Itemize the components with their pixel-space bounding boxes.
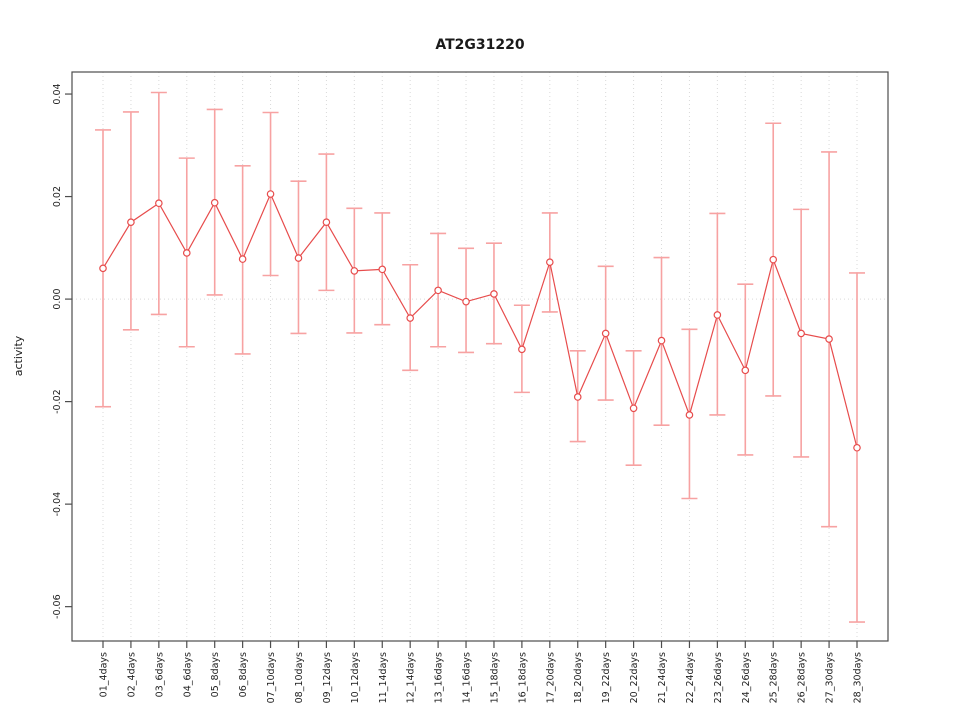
data-point xyxy=(685,411,694,419)
x-tick-label: 15_18days xyxy=(489,652,500,703)
data-point xyxy=(490,290,498,298)
chart-title: AT2G31220 xyxy=(435,37,524,53)
plot-border xyxy=(71,71,889,642)
data-point xyxy=(99,264,107,273)
series-line xyxy=(102,192,858,448)
x-tick-label: 14_16days xyxy=(462,652,473,703)
y-tick-label: -0.04 xyxy=(52,492,63,517)
y-tick-label: -0.06 xyxy=(52,594,63,619)
data-point xyxy=(350,267,359,275)
data-point xyxy=(713,311,722,319)
x-tick-label: 07_10days xyxy=(266,652,277,703)
x-tick-label: 02_4days xyxy=(126,652,137,697)
data-point xyxy=(769,255,778,264)
data-point xyxy=(657,336,666,345)
x-tick-label: 13_16days xyxy=(434,652,445,703)
x-tick-label: 22_24days xyxy=(685,652,696,703)
x-tick-label: 06_8days xyxy=(238,652,249,697)
x-tick-label: 16_18days xyxy=(517,652,528,703)
y-axis-label: activity xyxy=(12,335,25,376)
data-point xyxy=(741,366,750,375)
data-point xyxy=(294,254,303,262)
x-tick-label: 12_14days xyxy=(406,652,417,703)
x-tick-label: 20_22days xyxy=(629,652,640,703)
data-point xyxy=(238,255,247,263)
data-point xyxy=(601,329,610,338)
y-tick-label: 0.04 xyxy=(52,83,63,104)
data-point xyxy=(629,404,638,413)
x-tick-label: 24_26days xyxy=(741,652,752,703)
data-point xyxy=(322,218,331,226)
data-point xyxy=(266,190,275,198)
data-point xyxy=(378,265,387,274)
data-point xyxy=(518,345,526,354)
data-point xyxy=(182,249,191,257)
x-tick-label: 25_28days xyxy=(769,652,780,703)
x-tick-label: 23_26days xyxy=(713,652,724,703)
data-point xyxy=(573,393,582,401)
x-tick-label: 04_6days xyxy=(182,652,193,697)
data-point xyxy=(797,329,805,338)
x-tick-label: 21_24days xyxy=(657,652,668,703)
x-tick-label: 18_20days xyxy=(573,652,584,703)
data-point xyxy=(825,335,833,343)
y-tick-label: -0.02 xyxy=(52,389,63,414)
data-point xyxy=(406,314,414,322)
x-tick-label: 17_20days xyxy=(545,652,556,703)
y-tick-label: 0.02 xyxy=(52,186,63,207)
x-tick-label: 19_22days xyxy=(601,652,612,703)
data-point xyxy=(462,297,470,306)
plot-area: 0.04 0.02 0.00 -0.02 -0.04 -0.06 01_4days 02_4d… xyxy=(52,71,889,703)
x-tick-label: 10_12days xyxy=(350,652,361,703)
data-point xyxy=(434,286,442,295)
data-point xyxy=(853,443,861,452)
x-tick-label: 05_8days xyxy=(210,652,221,697)
data-point xyxy=(155,199,163,208)
x-tick-label: 27_30days xyxy=(825,652,836,703)
data-point xyxy=(546,258,554,266)
x-tick-label: 28_30days xyxy=(853,652,864,703)
x-tick-label: 11_14days xyxy=(378,652,389,703)
y-tick-label: 0.00 xyxy=(52,289,63,310)
x-tick-label: 09_12days xyxy=(322,652,333,703)
data-point xyxy=(210,198,219,207)
x-tick-label: 03_6days xyxy=(154,652,165,697)
x-tick-label: 26_28days xyxy=(797,652,808,703)
x-tick-label: 01_4days xyxy=(99,652,110,697)
data-point xyxy=(127,218,135,226)
x-tick-label: 08_10days xyxy=(294,652,305,703)
